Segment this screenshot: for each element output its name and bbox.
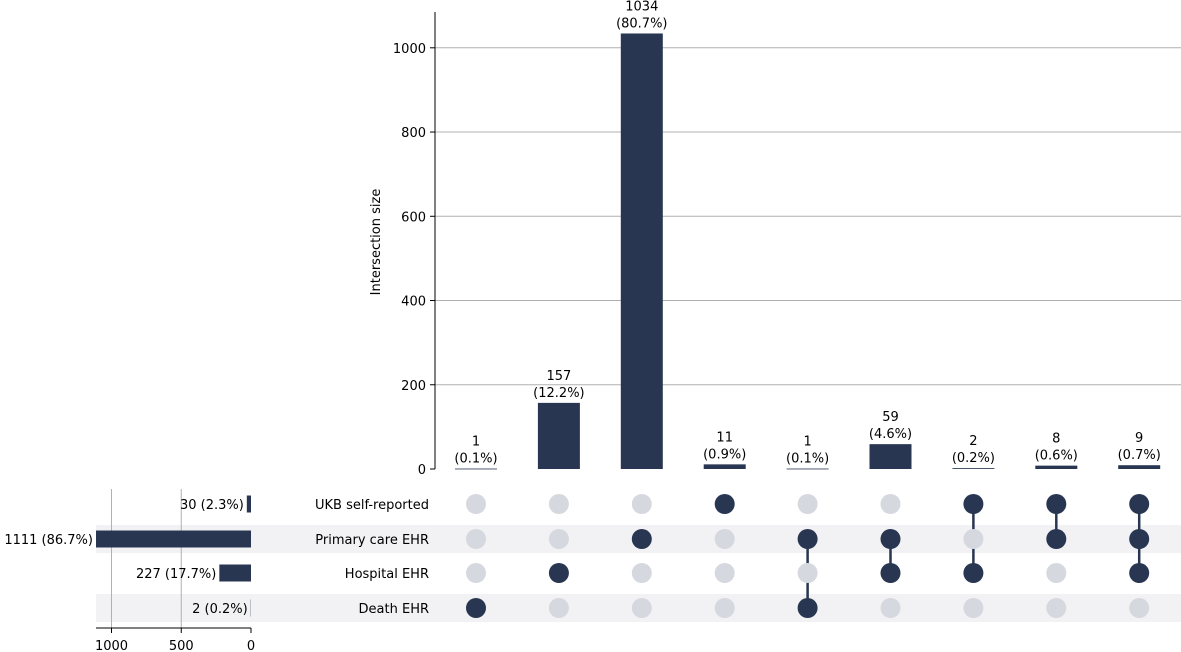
intersection-bar (620, 33, 663, 469)
membership-dot-active (631, 529, 652, 549)
set-names: UKB self-reported Primary care EHR Hospita… (315, 498, 429, 617)
intersection-bar (537, 402, 580, 469)
set-name-label: Death EHR (359, 602, 429, 617)
bar-percent-label: (4.6%) (869, 427, 912, 442)
y-tick-label: 1000 (393, 42, 426, 57)
set-name-label: Hospital EHR (345, 567, 429, 582)
membership-dot-inactive (548, 598, 569, 618)
set-size-label: 2 (0.2%) (192, 602, 248, 617)
intersection-bars (455, 33, 1161, 470)
membership-dot-inactive (466, 494, 486, 514)
membership-dot-inactive (797, 494, 818, 514)
membership-dot-inactive (963, 529, 984, 549)
bar-percent-label: (80.7%) (616, 16, 667, 31)
membership-dot-active (797, 529, 818, 549)
membership-dot-active (963, 494, 984, 514)
bar-percent-label: (0.6%) (1035, 449, 1078, 464)
membership-dot-inactive (466, 563, 486, 583)
membership-dot-inactive (714, 529, 735, 549)
membership-dot-inactive (880, 598, 901, 618)
set-size-bar (246, 495, 251, 513)
bar-percent-label: (12.2%) (533, 386, 584, 401)
intersection-bar (703, 464, 746, 469)
intersection-bar (952, 468, 995, 469)
set-size-bar (96, 530, 251, 548)
membership-dot-inactive (1129, 598, 1150, 618)
membership-dot-active (1046, 494, 1067, 514)
set-size-tick-label: 0 (247, 639, 255, 652)
intersection-bar (869, 444, 912, 469)
membership-dot-inactive (631, 494, 652, 514)
bar-percent-label: (0.1%) (786, 452, 829, 467)
bar-count-label: 8 (1052, 432, 1060, 447)
membership-dot-inactive (1046, 563, 1067, 583)
bar-percent-label: (0.1%) (454, 452, 497, 467)
membership-dot-active (880, 529, 901, 549)
set-size-label: 227 (17.7%) (136, 567, 216, 582)
membership-dot-inactive (466, 529, 486, 549)
bar-percent-label: (0.2%) (952, 451, 995, 466)
bar-percent-label: (0.9%) (703, 447, 746, 462)
membership-dot-inactive (714, 563, 735, 583)
y-axis-label: Intersection size (369, 189, 384, 296)
membership-dot-inactive (631, 598, 652, 618)
membership-dot-inactive (1046, 598, 1067, 618)
membership-dot-active (1129, 494, 1150, 514)
set-size-tick-label: 500 (169, 639, 194, 652)
membership-dot-inactive (548, 529, 569, 549)
membership-dot-active (880, 563, 901, 583)
membership-dot-inactive (548, 494, 569, 514)
set-size-bar (219, 564, 251, 582)
bar-count-label: 157 (546, 369, 571, 384)
intersection-bar (1035, 465, 1078, 469)
membership-dot-active (1046, 529, 1067, 549)
bar-count-label: 2 (969, 434, 977, 449)
bar-percent-label: (0.7%) (1118, 448, 1161, 463)
intersection-bar (786, 468, 829, 470)
set-name-label: Primary care EHR (315, 533, 429, 548)
set-size-tick-label: 1000 (95, 639, 128, 652)
bar-count-label: 59 (882, 410, 899, 425)
membership-dot-inactive (963, 598, 984, 618)
membership-dot-active (1129, 563, 1150, 583)
bar-count-label: 11 (716, 430, 733, 445)
membership-dot-inactive (714, 598, 735, 618)
y-tick-label: 800 (401, 126, 426, 141)
set-size-chart: 1000 500 0 30 (2.3%) 1111 (86.7%) 227 (17.7%)… (4, 489, 255, 652)
set-name-label: UKB self-reported (315, 498, 429, 513)
bar-count-label: 1 (472, 435, 480, 450)
y-tick-label: 200 (401, 379, 426, 394)
y-axis: 0 200 400 600 800 1000 (393, 12, 436, 478)
bar-count-label: 1034 (625, 0, 658, 14)
y-tick-label: 600 (401, 210, 426, 225)
membership-dot-inactive (797, 563, 818, 583)
intersection-bar (1118, 465, 1161, 469)
membership-dot-active (548, 563, 569, 583)
membership-dot-active (1129, 529, 1150, 549)
membership-dot-active (963, 563, 984, 583)
membership-dot-inactive (880, 494, 901, 514)
y-tick-label: 0 (418, 463, 426, 478)
membership-dot-active (714, 494, 735, 514)
y-gridlines (435, 47, 1181, 386)
intersection-bar (455, 468, 497, 470)
bar-count-label: 9 (1135, 431, 1143, 446)
membership-dot-active (797, 598, 818, 618)
membership-dot-inactive (631, 563, 652, 583)
bar-count-label: 1 (803, 435, 811, 450)
set-size-label: 30 (2.3%) (180, 498, 244, 513)
bar-value-labels: 1 (0.1%) 157 (12.2%) 1034 (80.7%) 11 (0.9%) 1 (0.… (454, 0, 1160, 467)
membership-matrix (466, 494, 1150, 618)
membership-dot-active (466, 598, 486, 618)
y-tick-label: 400 (401, 295, 426, 310)
set-size-label: 1111 (86.7%) (4, 533, 93, 548)
